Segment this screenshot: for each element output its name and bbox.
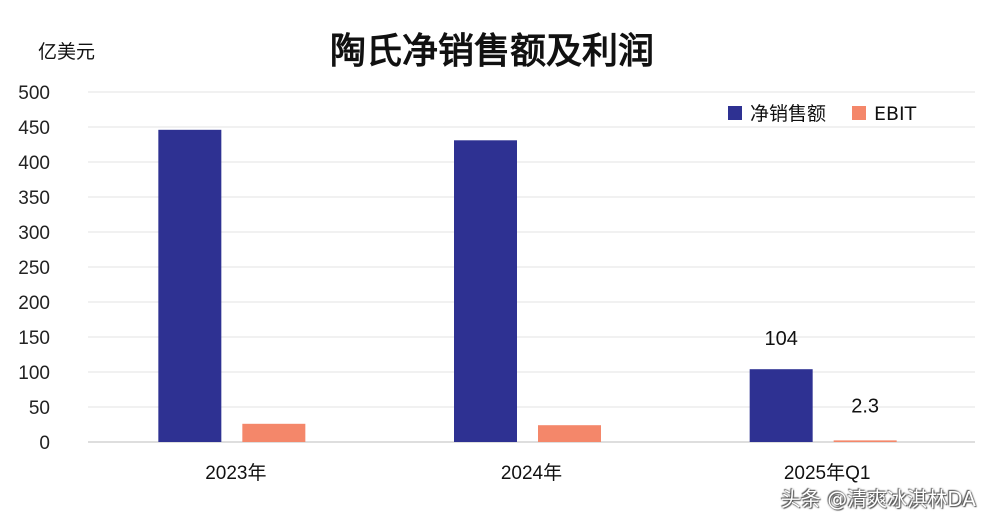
x-tick-label: 2025年Q1 xyxy=(784,462,871,484)
y-tick-label: 300 xyxy=(18,223,50,244)
legend-swatch xyxy=(728,106,742,120)
data-labels: 104 2.3 xyxy=(764,328,879,417)
x-axis-ticks: 2023年 2024年 2025年Q1 xyxy=(205,462,870,484)
y-tick-label: 400 xyxy=(18,153,50,174)
bar-ebit xyxy=(538,425,601,442)
y-axis-unit-label: 亿美元 xyxy=(38,41,95,63)
y-tick-label: 200 xyxy=(18,293,50,314)
data-label: 2.3 xyxy=(851,395,879,417)
bar-net-sales xyxy=(749,369,813,442)
legend-label: EBIT xyxy=(874,103,917,125)
legend-label: 净销售额 xyxy=(750,103,826,125)
gridlines xyxy=(88,91,975,443)
y-tick-label: 100 xyxy=(18,363,50,384)
chart-title: 陶氏净销售额及利润 xyxy=(330,30,654,72)
y-tick-label: 350 xyxy=(18,188,50,209)
y-tick-label: 150 xyxy=(18,328,50,349)
bars xyxy=(158,129,897,443)
bar-ebit xyxy=(833,440,897,442)
y-tick-label: 450 xyxy=(18,118,50,139)
x-tick-label: 2024年 xyxy=(501,462,562,484)
bar-net-sales xyxy=(158,129,222,443)
y-tick-label: 500 xyxy=(18,83,50,104)
y-axis-ticks: 0 50 100 150 200 250 300 350 400 450 500 xyxy=(18,83,50,454)
legend: 净销售额 EBIT xyxy=(728,103,917,125)
data-label: 104 xyxy=(764,328,797,350)
x-tick-label: 2023年 xyxy=(205,462,266,484)
legend-swatch xyxy=(852,106,866,120)
bar-ebit xyxy=(242,423,306,442)
bar-net-sales xyxy=(454,140,517,443)
y-tick-label: 0 xyxy=(39,433,50,454)
y-tick-label: 250 xyxy=(18,258,50,279)
watermark: 头条 @清爽冰淇林DA xyxy=(780,487,976,511)
y-tick-label: 50 xyxy=(29,398,50,419)
